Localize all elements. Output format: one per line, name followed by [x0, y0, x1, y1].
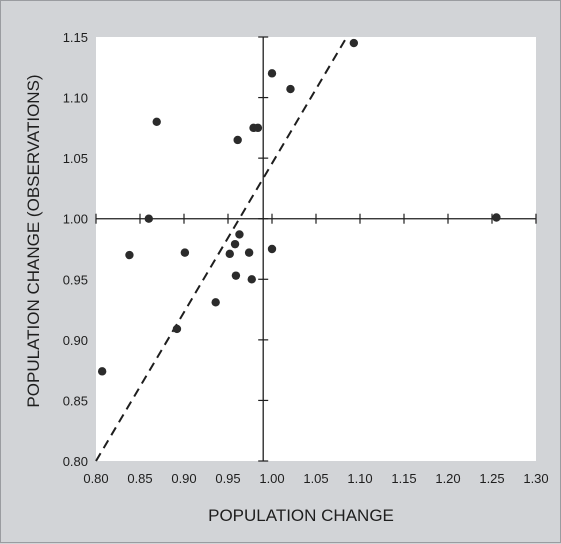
data-point: [235, 230, 244, 239]
x-axis-ticks: 0.80 0.85 0.90 0.95 1.00 1.05 1.10 1.15 1.20 1.25…: [83, 213, 549, 486]
y-tick-label: 0.85: [63, 393, 88, 408]
y-tick-label: 0.95: [63, 272, 88, 287]
data-point: [492, 213, 501, 222]
data-point: [125, 250, 134, 260]
data-point: [180, 248, 190, 257]
y-axis-ticks: 0.80 0.85 0.90 0.95 1.00 1.05 1.10 1.15: [63, 30, 269, 469]
x-tick-label: 1.00: [259, 471, 284, 486]
x-axis-title: POPULATION CHANGE: [208, 506, 394, 525]
data-point: [172, 324, 182, 334]
y-tick-label: 1.10: [63, 91, 88, 106]
data-point: [244, 248, 254, 257]
data-point: [230, 239, 240, 249]
y-tick-label: 1.00: [63, 212, 88, 227]
x-tick-label: 1.25: [479, 471, 504, 486]
x-tick-label: 0.80: [83, 471, 108, 486]
data-point: [231, 271, 241, 280]
data-point: [247, 275, 256, 284]
data-point: [253, 123, 263, 133]
x-tick-label: 1.05: [303, 471, 328, 486]
reference-line-group: [95, 36, 348, 462]
plot-area: [96, 37, 536, 461]
data-point: [349, 38, 359, 48]
data-point: [97, 367, 107, 376]
data-point: [144, 214, 153, 223]
x-tick-label: 0.85: [127, 471, 152, 486]
dashed-reference-line: [95, 36, 348, 462]
x-tick-label: 1.15: [391, 471, 416, 486]
data-point: [267, 244, 277, 254]
x-tick-label: 1.10: [347, 471, 372, 486]
x-tick-label: 0.90: [171, 471, 196, 486]
y-tick-label: 0.90: [63, 333, 88, 348]
data-point: [286, 84, 295, 94]
y-tick-label: 1.15: [63, 30, 88, 45]
data-point: [211, 298, 220, 307]
x-tick-label: 1.20: [435, 471, 460, 486]
data-point: [225, 249, 234, 259]
data-point: [233, 135, 242, 145]
x-tick-label: 1.30: [523, 471, 548, 486]
y-tick-label: 0.80: [63, 454, 88, 469]
y-tick-label: 1.05: [63, 151, 88, 166]
data-points: [97, 38, 501, 376]
data-point: [267, 69, 277, 78]
data-point: [152, 117, 161, 127]
x-tick-label: 0.95: [215, 471, 240, 486]
y-axis-title: POPULATION CHANGE (OBSERVATIONS): [24, 74, 43, 407]
